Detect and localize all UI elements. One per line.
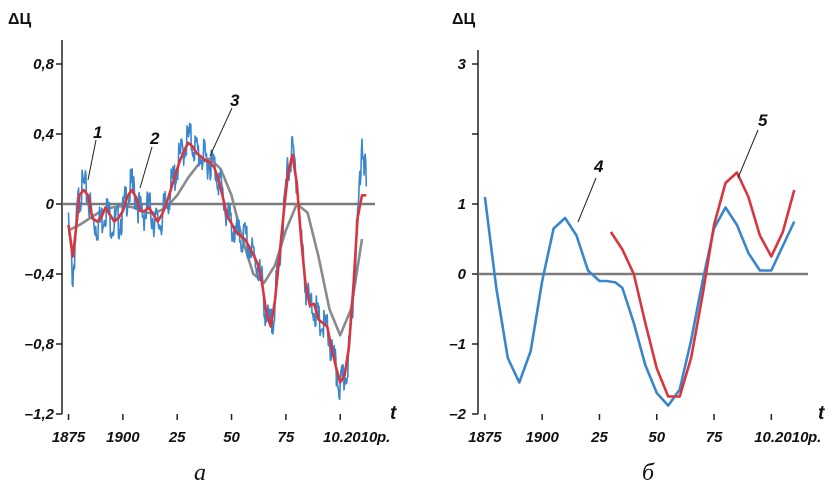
x-tick-label: 50 — [223, 429, 240, 446]
x-tick-label: 75 — [706, 429, 723, 446]
x-tick-label: 1875 — [468, 429, 502, 446]
callout-3-label: 3 — [230, 91, 240, 110]
panel-a-caption: a — [194, 460, 206, 486]
x-tick-label: 10.2010 — [754, 429, 809, 446]
y-tick-label: 1 — [458, 196, 466, 213]
panel-b-y-axis-label: ΔЦ — [452, 11, 476, 28]
y-tick-label: 0 — [458, 266, 467, 283]
x-tick-label: 10.2010 — [323, 429, 378, 446]
y-tick-label: 0,8 — [33, 56, 55, 73]
callout-5-label: 5 — [758, 111, 768, 130]
y-tick-label: –1,2 — [25, 406, 55, 423]
y-tick-label: 0 — [46, 196, 55, 213]
callout-1-label: 1 — [93, 123, 102, 142]
panel-b-x-axis-label: t — [818, 403, 825, 424]
y-tick-label: 0,4 — [33, 126, 55, 143]
series-5-line — [609, 171, 796, 398]
y-tick-label: –0,8 — [25, 336, 55, 353]
callout-4-label: 4 — [593, 157, 604, 176]
x-tick-label: 1900 — [106, 429, 140, 446]
y-tick-label: –2 — [449, 406, 466, 423]
y-tick-label: 3 — [458, 56, 467, 73]
panel-b-callout-5: 5 — [737, 111, 768, 179]
y-tick-label: –0,4 — [25, 266, 55, 283]
x-tick-label: 50 — [648, 429, 665, 446]
series-2-line — [67, 141, 367, 384]
y-tick-label: –1 — [449, 336, 466, 353]
panel-a-callout-1: 1 — [87, 123, 102, 181]
panel-b: ΔЦ 310–1–2 1875 1900 25 50 75 10.2010 t р. б … — [449, 11, 825, 486]
x-tick-label: 75 — [278, 429, 295, 446]
x-tick-label: 25 — [168, 429, 186, 446]
x-tick-label: 1875 — [52, 429, 86, 446]
panel-b-x-unit-label: р. — [807, 429, 821, 446]
panel-a-y-axis-label: ΔЦ — [8, 11, 32, 28]
panel-b-caption: б — [642, 460, 655, 486]
panel-a-x-axis-label: t — [390, 403, 397, 424]
panel-a-callout-3: 3 — [209, 91, 240, 157]
panel-a: ΔЦ 0,8 0,4 0 –0,4 –0,8 –1,2 1875 1900 25 50 75 10.… — [8, 11, 397, 486]
panel-a-x-unit-label: р. — [376, 429, 390, 446]
x-tick-label: 25 — [590, 429, 608, 446]
callout-2-label: 2 — [149, 129, 160, 148]
series-4-line — [483, 196, 796, 407]
panel-b-callout-4: 4 — [577, 157, 604, 223]
x-tick-label: 1900 — [525, 429, 559, 446]
panel-a-callout-2: 2 — [139, 129, 160, 189]
